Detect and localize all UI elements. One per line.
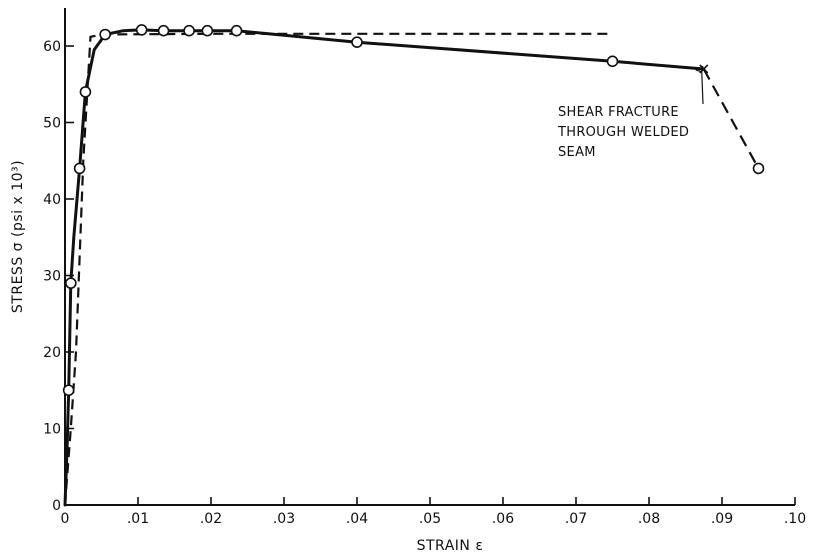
data-curves [63,28,760,507]
data-point [183,24,195,37]
x-tick-label: .06 [492,511,514,527]
data-point [135,24,148,36]
y-tick-label: 40 [43,192,61,208]
x-tick-label: .05 [419,511,441,527]
y-tick-label: 50 [43,116,61,132]
data-point [201,24,214,37]
data-point [62,384,75,397]
fracture-annotation: SHEAR FRACTURE THROUGH WELDED SEAM [557,105,689,160]
annotation-arrowhead [695,65,704,73]
x-tick-label: .07 [565,511,587,527]
data-point [73,162,86,175]
y-tick-label: 30 [43,269,61,285]
data-markers [62,24,765,397]
y-tick-label: 0 [52,498,61,514]
data-point [99,28,111,41]
y-tick-label: 60 [43,39,61,55]
data-point [79,86,92,98]
x-tick-label: .02 [200,511,222,527]
tick-marks [64,45,796,506]
data-point [606,55,619,68]
tick-labels: 0 .01 .02 .03 .04 .05 .06 .07 .08 .09 .10 0 10 20 30 40… [43,39,806,527]
x-tick-label: .09 [711,511,733,527]
x-tick-label: .04 [346,511,368,527]
x-tick-label: .03 [273,511,295,527]
x-tick-label: .08 [638,511,660,527]
x-tick-label: .01 [127,511,149,527]
annotations: SHEAR FRACTURE THROUGH WELDED SEAM [557,65,704,160]
test-curve-solid [63,28,706,507]
y-tick-label: 10 [43,422,61,438]
data-point [230,24,243,37]
y-tick-label: 20 [43,345,61,361]
data-point [65,277,77,289]
y-axis-title: STRESS σ (psi x 10³) [10,160,26,313]
x-axis-title: STRAIN ε [417,538,484,554]
x-tick-label: 0 [61,511,70,527]
idealized-curve-dashed [63,32,613,506]
data-point [752,162,765,175]
x-tick-label: .10 [784,511,806,527]
post-fracture-dashed [702,68,760,169]
data-point [351,36,363,48]
data-point [157,24,170,37]
annotation-leader [701,71,704,105]
axes [64,8,795,506]
